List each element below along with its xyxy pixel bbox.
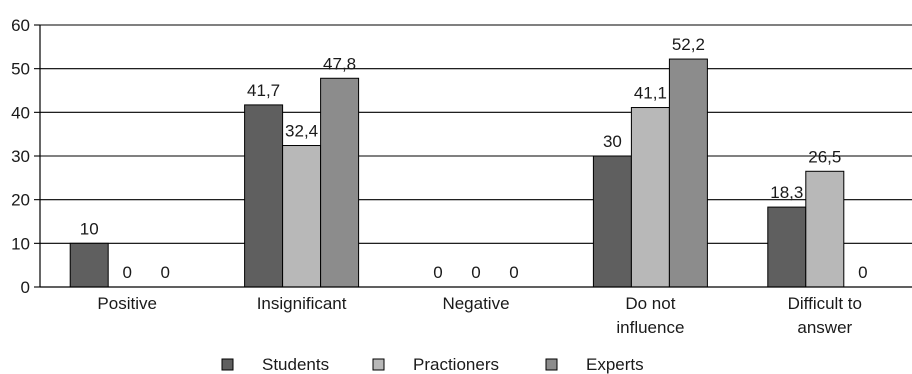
y-tick-label: 30: [11, 147, 30, 166]
legend-swatch-experts: [545, 358, 558, 371]
legend-label-experts: Experts: [586, 355, 644, 374]
data-label: 18,3: [770, 183, 803, 202]
gridlines: [40, 24, 912, 244]
data-label: 0: [122, 263, 131, 282]
y-tick-label: 10: [11, 234, 30, 253]
data-label: 0: [433, 263, 442, 282]
data-label: 10: [80, 219, 99, 238]
data-label: 32,4: [285, 122, 318, 141]
bar-students-4: [767, 206, 807, 288]
y-tick-label: 40: [11, 103, 30, 122]
bar-practioners-3: [630, 107, 670, 288]
y-tick-label: 20: [11, 191, 30, 210]
category-label: Positive: [97, 294, 157, 313]
data-label: 0: [509, 263, 518, 282]
legend-swatch-practioners: [372, 358, 385, 371]
data-label: 47,8: [323, 54, 356, 73]
category-label: Negative: [442, 294, 509, 313]
bar-practioners-1: [282, 145, 322, 288]
y-tick-label: 0: [21, 278, 30, 297]
data-label: 26,5: [808, 147, 841, 166]
category-label: influence: [616, 318, 684, 337]
bar-students-0: [69, 242, 109, 288]
y-tick-label: 50: [11, 60, 30, 79]
bar-practioners-4: [805, 170, 845, 288]
legend-label-practioners: Practioners: [413, 355, 499, 374]
bar-experts-1: [320, 77, 360, 288]
bar-experts-3: [668, 58, 708, 288]
data-labels: 10 0 0 41,7 32,4 47,8 0 0 0 30 41,1 52,2 18,3 26,5 0: [80, 35, 868, 282]
data-label: 0: [471, 263, 480, 282]
category-label: Difficult to: [788, 294, 862, 313]
bars: [69, 58, 845, 288]
y-tick-label: 60: [11, 16, 30, 35]
data-label: 41,1: [634, 84, 667, 103]
y-axis-ticks: 0 10 20 30 40 50 60: [11, 16, 40, 297]
category-label: answer: [797, 318, 852, 337]
category-label: Insignificant: [257, 294, 347, 313]
data-label: 52,2: [672, 35, 705, 54]
legend-swatch-students: [221, 358, 234, 371]
data-label: 0: [160, 263, 169, 282]
category-label: Do not: [625, 294, 675, 313]
legend-label-students: Students: [262, 355, 329, 374]
bar-students-1: [244, 104, 284, 288]
data-label: 30: [603, 132, 622, 151]
bar-students-3: [592, 155, 632, 288]
data-label: 41,7: [247, 81, 280, 100]
data-label: 0: [858, 263, 867, 282]
legend: Students Practioners Experts: [221, 355, 644, 374]
x-axis-categories: Positive Insignificant Negative Do not influ…: [97, 294, 862, 337]
